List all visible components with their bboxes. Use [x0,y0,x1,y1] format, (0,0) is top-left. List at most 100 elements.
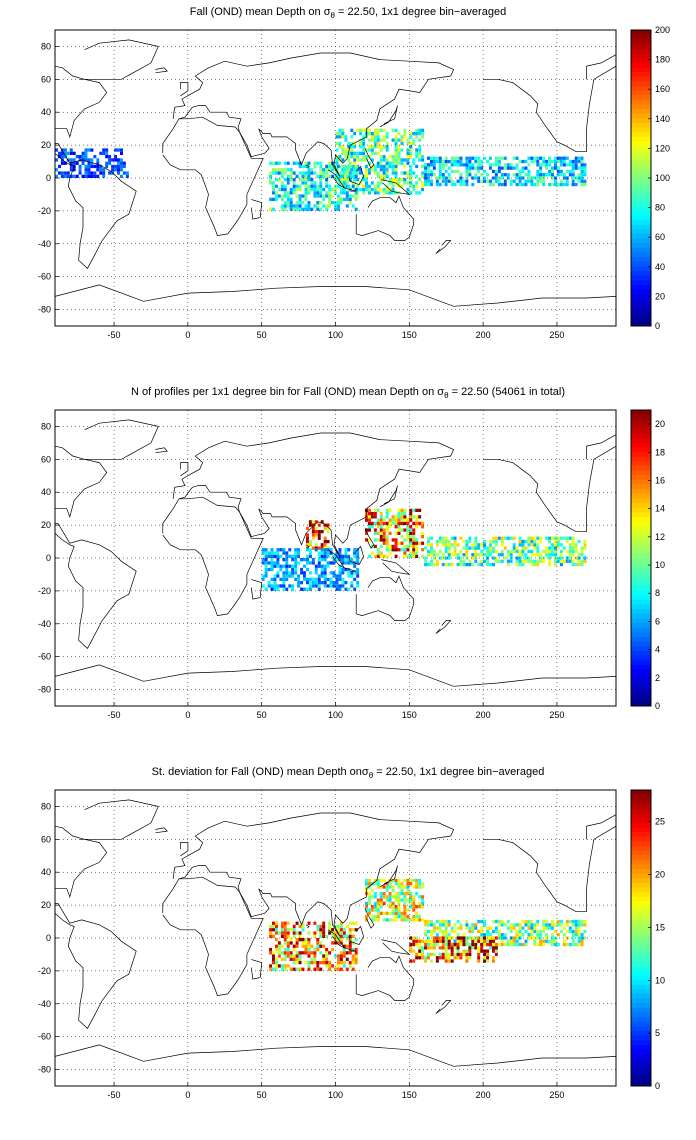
data-cell [388,531,392,535]
data-cell [342,954,346,958]
data-cell [120,168,123,172]
data-cell [365,878,368,883]
data-cell [492,939,495,943]
data-cell [283,934,287,938]
data-cell [280,944,284,948]
data-cell [350,151,354,155]
data-cell [304,171,308,175]
data-cell [444,549,448,554]
data-cell [441,163,445,167]
data-cell [447,549,451,554]
data-cell [512,543,516,547]
data-cell [536,179,540,183]
data-cell [108,171,112,175]
data-cell [368,525,371,529]
data-cell [418,895,422,899]
colorbar-segment [631,191,651,197]
data-cell [304,944,308,948]
data-cell [286,204,290,208]
data-cell [347,141,351,146]
coastline [305,164,310,169]
data-cell [415,878,419,883]
data-cell [295,184,299,188]
colorbar-tick-label: 200 [655,25,670,35]
data-cell [295,951,299,955]
data-cell [316,191,320,195]
data-cell [261,574,265,578]
data-cell [317,561,321,565]
data-cell [385,148,389,152]
y-tick-label: 0 [46,553,51,563]
data-cell [412,515,416,519]
data-cell [533,559,537,563]
data-cell [497,536,501,540]
data-cell [277,951,281,955]
data-cell [551,553,554,557]
data-cell [328,194,332,198]
data-cell [524,919,528,924]
data-cell [334,934,337,938]
data-cell [409,184,413,188]
data-cell [459,159,463,164]
data-cell [342,197,346,201]
data-cell [341,128,345,132]
data-cell [385,521,389,526]
data-cell [339,951,343,955]
data-cell [289,191,293,195]
data-cell [406,898,410,902]
data-cell [406,528,410,532]
data-cell [329,577,333,581]
data-cell [394,544,398,549]
data-cell [394,898,398,902]
coastline [586,814,617,840]
data-cell [342,168,346,172]
y-tick-label: 0 [46,933,51,943]
data-cell [580,546,584,550]
data-cell [536,169,540,174]
data-cell [370,168,374,172]
data-cell [388,895,392,899]
data-cell [362,138,366,142]
data-cell [489,182,492,187]
data-cell [542,156,546,160]
data-cell [277,931,281,935]
data-cell [548,923,552,927]
data-cell [536,559,540,563]
data-cell [430,179,433,183]
data-cell [331,164,335,169]
data-cell [391,128,395,132]
data-cell [319,194,323,198]
data-cell [430,536,433,540]
data-cell [373,151,377,155]
data-cell [379,187,383,192]
data-cell [105,155,109,159]
data-cell [388,885,392,889]
data-cell [93,164,97,169]
data-cell [486,546,490,550]
data-cell [376,128,380,132]
data-cell [545,923,549,927]
data-cell [69,148,73,152]
data-cell [331,964,335,968]
data-cell [297,577,301,581]
data-cell [515,936,519,940]
data-cell [314,530,318,534]
data-cell [465,942,469,947]
data-cell [477,166,481,170]
data-cell [530,179,534,183]
data-cell [342,181,346,185]
data-cell [289,187,293,192]
data-cell [311,558,315,562]
data-cell [556,173,560,177]
data-cell [465,926,469,930]
data-cell [465,936,469,940]
data-cell [379,148,383,152]
data-cell [304,938,308,942]
data-cell [379,895,383,899]
data-cell [421,918,425,922]
data-cell [283,184,287,188]
data-cell [515,939,519,943]
data-cell [55,168,58,172]
data-cell [409,148,413,152]
data-cell [524,553,528,557]
